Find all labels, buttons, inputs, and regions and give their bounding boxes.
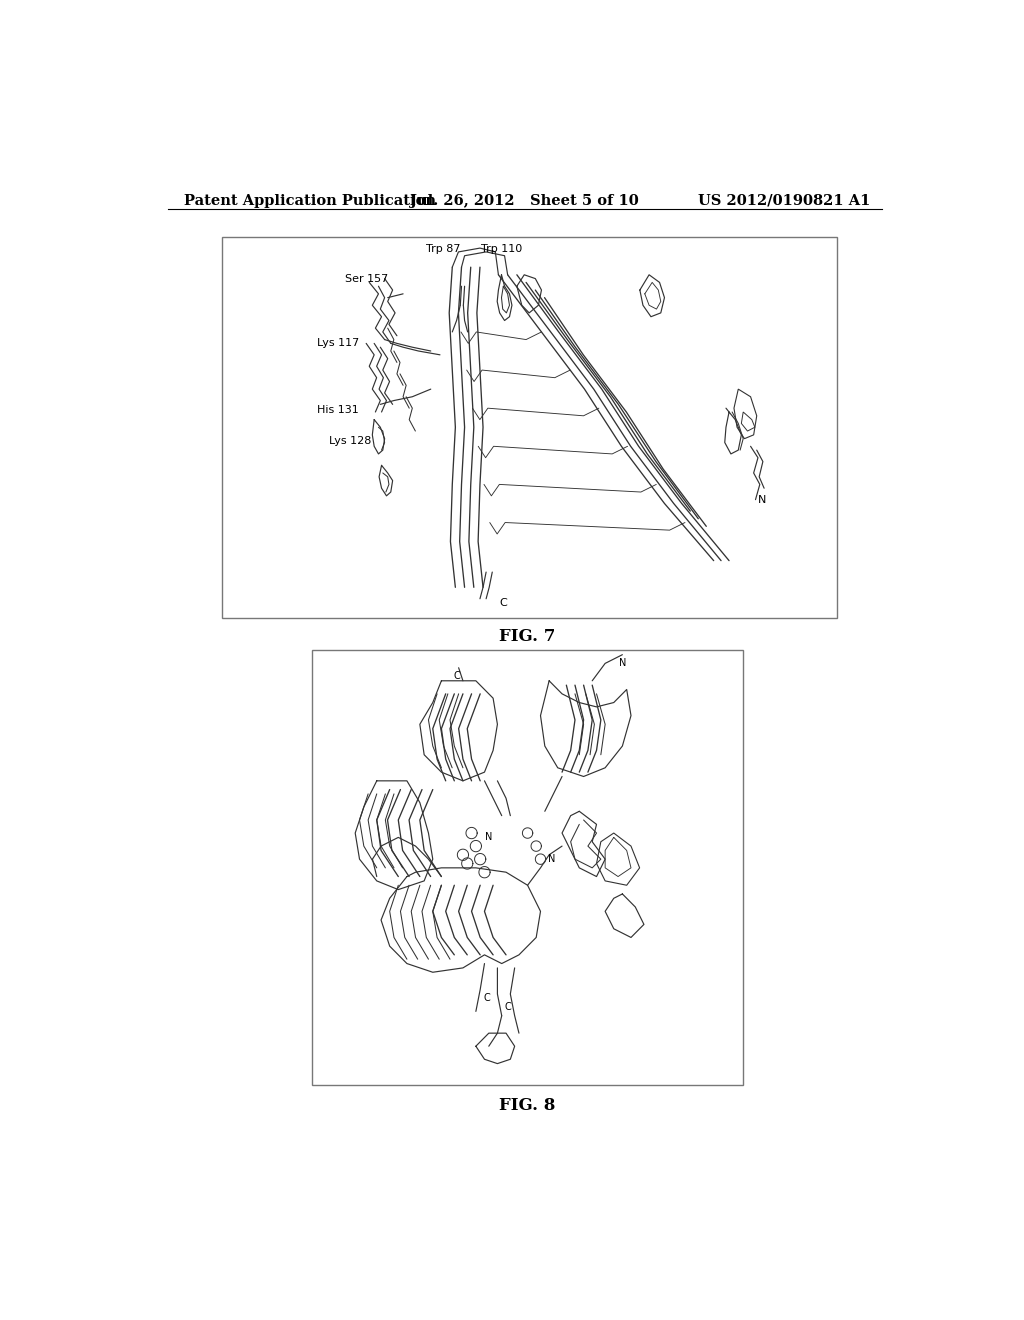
Text: C: C [500, 598, 507, 607]
Text: C: C [453, 672, 460, 681]
Text: Trp 87: Trp 87 [426, 244, 461, 253]
Text: N: N [758, 495, 766, 504]
Text: Jul. 26, 2012   Sheet 5 of 10: Jul. 26, 2012 Sheet 5 of 10 [411, 194, 639, 207]
Text: His 131: His 131 [317, 405, 358, 414]
Text: C: C [483, 994, 490, 1003]
Text: US 2012/0190821 A1: US 2012/0190821 A1 [697, 194, 870, 207]
Text: C: C [505, 1002, 512, 1012]
Text: Lys 117: Lys 117 [317, 338, 359, 348]
Text: Patent Application Publication: Patent Application Publication [183, 194, 435, 207]
Text: FIG. 8: FIG. 8 [499, 1097, 555, 1114]
Text: FIG. 7: FIG. 7 [499, 627, 555, 644]
Text: N: N [618, 659, 626, 668]
Text: N: N [548, 854, 555, 865]
Text: N: N [485, 833, 493, 842]
Text: Ser 157: Ser 157 [345, 273, 388, 284]
Text: Trp 110: Trp 110 [481, 244, 522, 253]
Bar [221, 236, 837, 618]
Bar [312, 651, 743, 1085]
Text: Lys 128: Lys 128 [330, 436, 372, 446]
